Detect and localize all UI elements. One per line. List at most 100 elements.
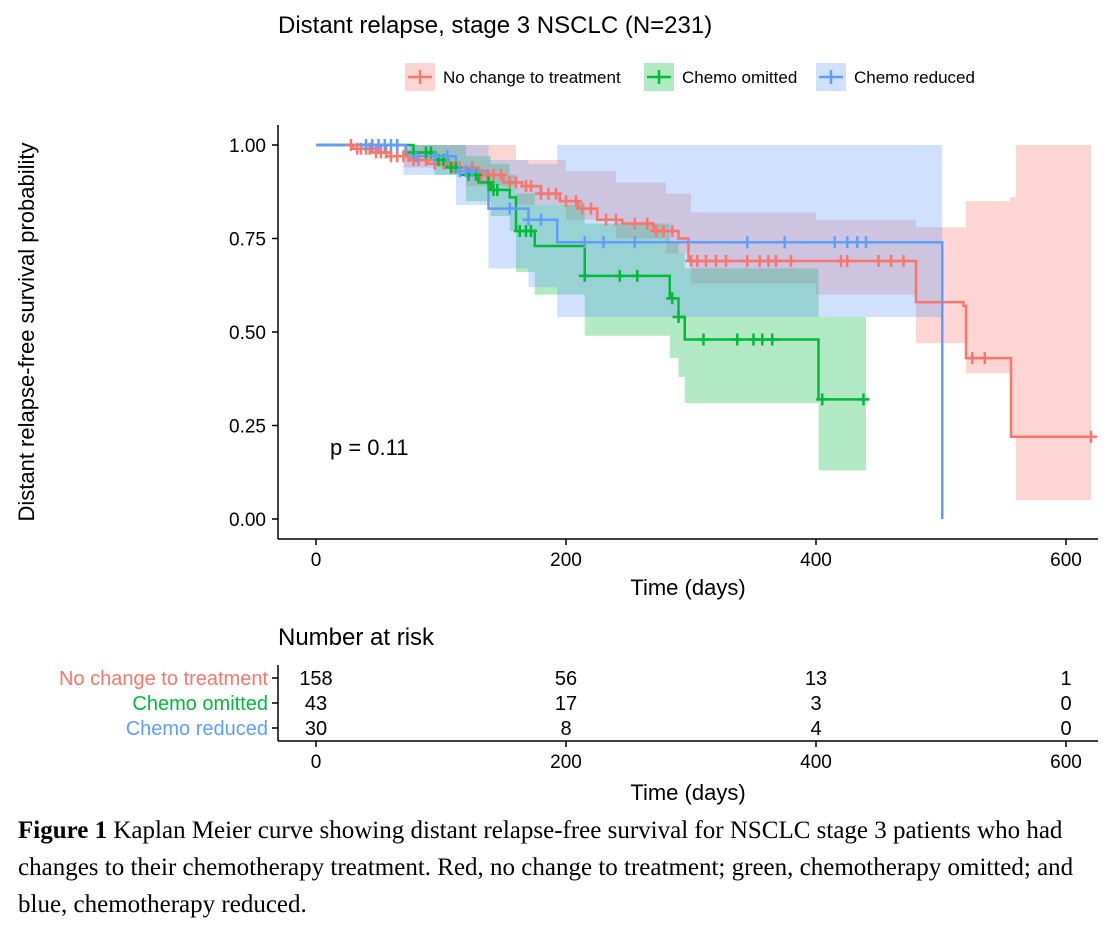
censor-mark (482, 176, 495, 189)
x-tick-label: 600 (1050, 550, 1082, 571)
censor-mark (1085, 430, 1097, 443)
risk-count: 0 (1060, 718, 1071, 740)
censor-mark (631, 269, 644, 282)
censor-mark (731, 333, 744, 346)
risk-row-label: Chemo omitted (132, 693, 268, 715)
censor-mark (510, 176, 522, 189)
risk-x-tick-label: 400 (800, 752, 832, 773)
censor-mark (828, 236, 841, 249)
censor-mark (860, 236, 872, 249)
censor-mark (872, 254, 885, 267)
censor-mark (610, 213, 622, 226)
legend-label: Chemo omitted (682, 68, 797, 87)
figure-caption: Figure 1 Kaplan Meier curve showing dist… (18, 812, 1093, 923)
censor-mark (428, 150, 441, 163)
risk-table-x-ticks: 0 200 400 600 (311, 741, 1082, 773)
censor-mark (628, 217, 641, 230)
legend-key-line (408, 70, 432, 84)
ci-band-no-change-to-treatment (316, 145, 1091, 501)
censor-mark (641, 217, 654, 230)
censor-mark (885, 254, 897, 267)
censor-mark (578, 236, 591, 249)
risk-table-title: Number at risk (278, 624, 435, 651)
risk-count: 13 (805, 668, 827, 690)
confidence-bands (316, 145, 1091, 519)
censor-mark (550, 187, 562, 200)
risk-x-tick-label: 200 (550, 752, 582, 773)
risk-count: 4 (810, 718, 821, 740)
censor-mark (841, 254, 854, 267)
censor-mark (525, 225, 537, 238)
censor-mark (522, 213, 535, 226)
chart-title: Distant relapse, stage 3 NSCLC (N=231) (278, 12, 712, 39)
legend-label: No change to treatment (443, 68, 621, 87)
censor-mark (778, 236, 791, 249)
risk-x-tick-label: 0 (311, 752, 322, 773)
censor-mark (597, 236, 610, 249)
risk-count: 1 (1060, 668, 1071, 690)
legend-key-line (647, 70, 671, 84)
risk-row-label: Chemo reduced (126, 718, 268, 740)
risk-table: No change to treatment 158 56 13 1 Chemo omit… (59, 668, 1072, 740)
risk-row-label: No change to treatment (59, 668, 268, 690)
censor-mark (535, 213, 547, 226)
censor-mark (491, 183, 504, 196)
legend-key-line (819, 70, 843, 84)
risk-count: 43 (305, 693, 327, 715)
risk-count: 158 (299, 668, 332, 690)
censor-mark (613, 269, 626, 282)
y-ticks: 0.00 0.25 0.50 0.75 1.00 (229, 136, 278, 531)
p-value-annotation: p = 0.11 (330, 435, 409, 460)
caption-label: Figure 1 (18, 817, 108, 844)
censor-mark (720, 254, 732, 267)
censor-mark (466, 165, 479, 178)
censor-mark (672, 311, 685, 324)
censor-mark (666, 292, 679, 305)
censor-mark (857, 393, 870, 406)
censor-mark (741, 236, 754, 249)
y-tick-label: 0.25 (229, 417, 266, 438)
censor-marks (345, 139, 1097, 443)
y-tick-label: 0.75 (229, 230, 266, 251)
y-tick-label: 1.00 (229, 136, 266, 157)
censor-mark (741, 254, 754, 267)
risk-count: 3 (810, 693, 821, 715)
x-axis-label: Time (days) (630, 575, 745, 600)
censor-mark (897, 254, 910, 267)
legend: No change to treatment Chemo omitted Chemo… (405, 63, 975, 91)
risk-count: 30 (305, 718, 327, 740)
x-tick-label: 400 (800, 550, 832, 571)
legend-label: Chemo reduced (854, 68, 975, 87)
censor-mark (345, 139, 357, 151)
censor-mark (628, 236, 641, 249)
risk-table-x-label: Time (days) (630, 780, 745, 805)
censor-mark (503, 202, 516, 215)
kaplan-meier-figure: Distant relapse, stage 3 NSCLC (N=231) N… (14, 12, 1098, 805)
y-axis-label: Distant relapse-free survival probabilit… (14, 142, 39, 521)
censor-mark (666, 225, 679, 238)
censor-mark (697, 333, 710, 346)
plot-area (316, 139, 1097, 519)
censor-mark (966, 352, 979, 365)
y-tick-label: 0.50 (229, 323, 266, 344)
censor-mark (495, 168, 507, 181)
ci-band-chemo-omitted (316, 145, 866, 471)
caption-text: Kaplan Meier curve showing distant relap… (18, 817, 1074, 918)
x-ticks: 0 200 400 600 (311, 539, 1082, 571)
censor-mark (391, 139, 404, 151)
risk-count: 56 (555, 668, 577, 690)
risk-x-tick-label: 600 (1050, 752, 1082, 773)
censor-mark (570, 195, 582, 208)
censor-mark (410, 150, 422, 163)
risk-count: 17 (555, 693, 577, 715)
censor-mark (525, 180, 537, 193)
censor-mark (816, 393, 829, 406)
censor-mark (766, 333, 779, 346)
x-tick-label: 0 (311, 550, 322, 571)
censor-mark (578, 269, 591, 282)
y-tick-label: 0.00 (229, 510, 266, 531)
censor-mark (585, 202, 597, 215)
censor-mark (770, 254, 782, 267)
censor-mark (441, 150, 454, 163)
risk-count: 0 (1060, 693, 1071, 715)
